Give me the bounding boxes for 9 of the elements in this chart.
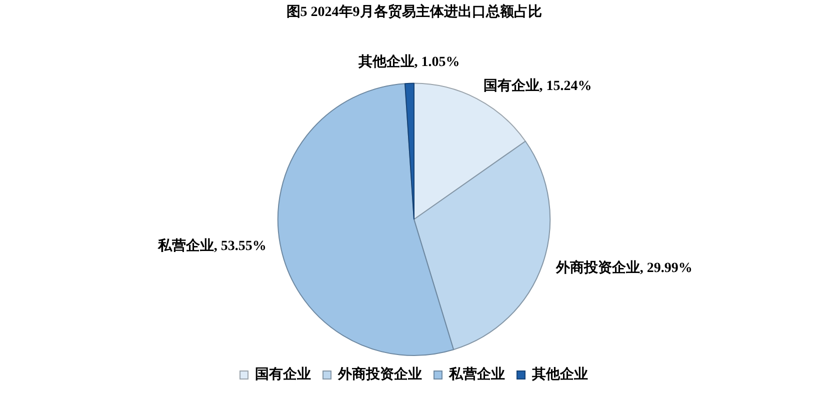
chart-title: 图5 2024年9月各贸易主体进出口总额占比	[286, 3, 542, 20]
data-label: 外商投资企业, 29.99%	[554, 258, 692, 276]
data-label: 其他企业, 1.05%	[357, 54, 460, 70]
legend-label: 其他企业	[531, 366, 588, 383]
legend-label: 私营企业	[448, 366, 505, 383]
data-label: 私营企业, 53.55%	[156, 238, 266, 254]
data-label: 国有企业, 15.24%	[483, 78, 592, 94]
legend-label: 国有企业	[255, 366, 311, 383]
legend-label: 外商投资企业	[337, 366, 422, 383]
